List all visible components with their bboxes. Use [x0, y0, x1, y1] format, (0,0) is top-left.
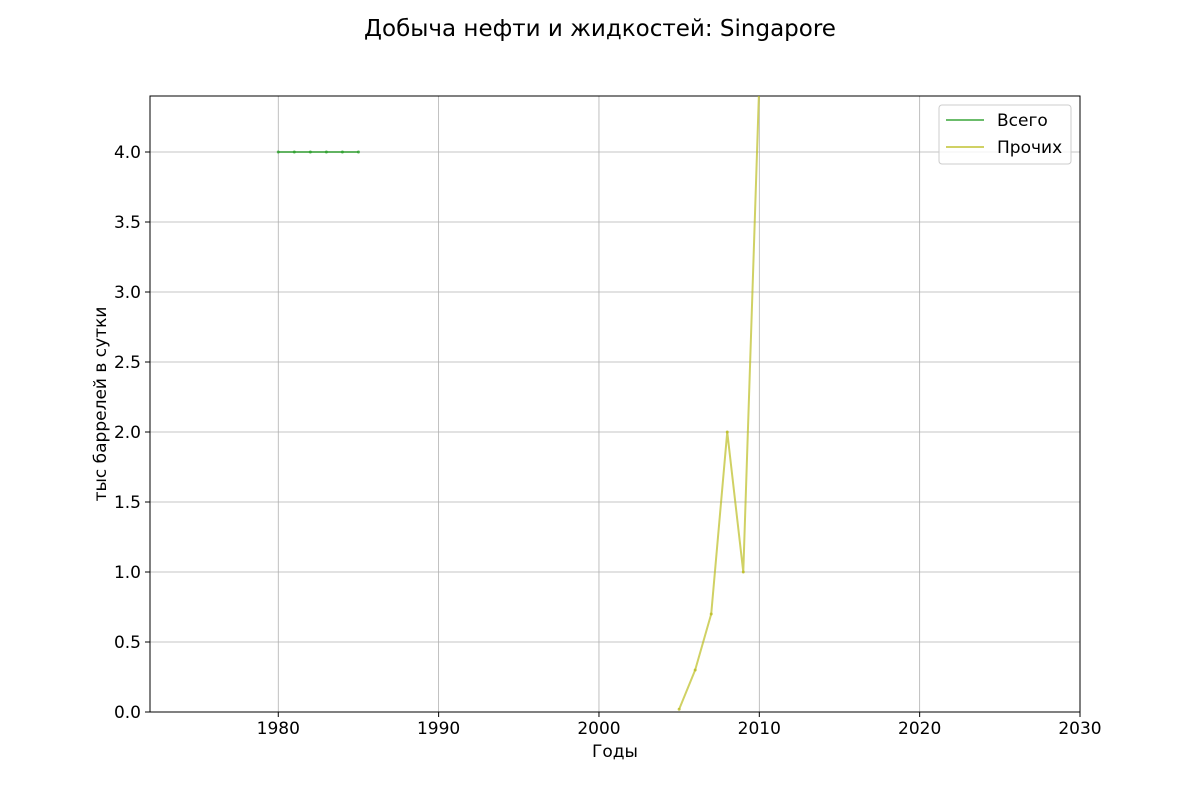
y-tick-label: 3.0 [114, 283, 141, 303]
legend-label-other: Прочих [997, 138, 1062, 158]
data-point-1 [741, 570, 745, 574]
data-point-0 [340, 150, 344, 154]
data-point-0 [276, 150, 280, 154]
plot-area-frame [149, 95, 1081, 713]
chart-title: Добыча нефти и жидкостей: Singapore [364, 16, 836, 42]
y-axis-label: тыс баррелей в сутки [91, 307, 111, 502]
data-point-0 [292, 150, 296, 154]
y-tick-label: 1.5 [114, 493, 141, 513]
y-tick-label: 0.5 [114, 633, 141, 653]
y-tick-label: 4.0 [114, 143, 141, 163]
grid-lines [150, 96, 1081, 713]
x-tick-label: 2030 [1058, 719, 1101, 739]
data-point-0 [324, 150, 328, 154]
axis-ticks: 1980 1990 2000 2010 2020 2030 0.0 0.5 1.0 1.5 2.0 2… [114, 143, 1102, 739]
series-lines [276, 81, 761, 711]
data-point-1 [709, 612, 713, 616]
x-axis-label: Годы [592, 742, 638, 762]
data-point-1 [677, 707, 681, 711]
y-tick-label: 3.5 [114, 213, 141, 233]
data-point-0 [308, 150, 312, 154]
legend: Всего Прочих [938, 104, 1072, 165]
data-point-1 [693, 668, 697, 672]
series-line-1 [678, 96, 760, 710]
x-tick-label: 1990 [417, 719, 460, 739]
data-point-1 [758, 81, 761, 84]
y-tick-label: 2.5 [114, 353, 141, 373]
y-tick-label: 1.0 [114, 563, 141, 583]
y-tick-label: 0.0 [114, 703, 141, 723]
x-tick-label: 2010 [738, 719, 781, 739]
legend-label-total: Всего [997, 111, 1048, 131]
x-tick-label: 2020 [898, 719, 941, 739]
y-tick-label: 2.0 [114, 423, 141, 443]
data-point-0 [356, 150, 360, 154]
x-tick-label: 1980 [257, 719, 300, 739]
x-tick-label: 2000 [577, 719, 620, 739]
data-point-1 [725, 430, 729, 434]
